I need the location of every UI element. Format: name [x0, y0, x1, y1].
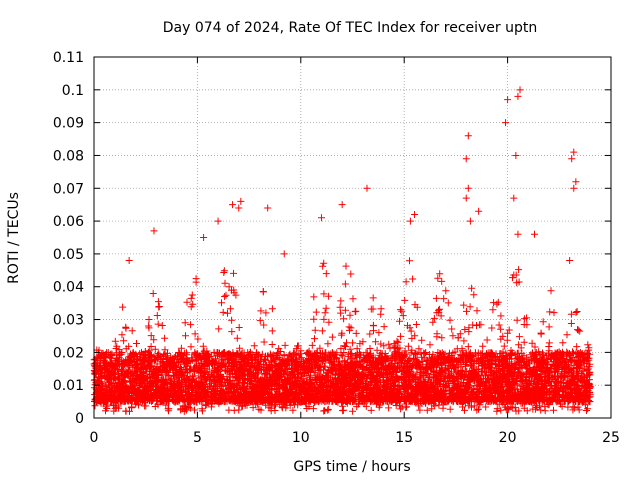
y-tick-label: 0.03: [53, 313, 84, 329]
x-axis-label: GPS time / hours: [293, 459, 410, 475]
y-tick-label: 0.09: [53, 116, 84, 132]
data-point-outlier: [317, 214, 325, 222]
data-point-outlier: [214, 217, 222, 225]
data-point-outlier: [510, 194, 518, 202]
data-point-outlier: [570, 148, 578, 156]
data-point-outlier: [502, 119, 510, 127]
y-tick-label: 0.07: [53, 181, 84, 197]
data-point-outlier: [406, 217, 414, 225]
data-point-outlier: [572, 178, 580, 186]
data-point-outlier: [570, 184, 578, 192]
plot-frame: [93, 56, 612, 419]
data-point-outlier: [516, 86, 524, 94]
data-point-outlier: [237, 197, 245, 205]
data-point-outlier: [464, 184, 472, 192]
x-tick-label: 0: [90, 430, 99, 446]
x-axis-ticks: 0 5 10 15 20 25: [90, 57, 620, 446]
y-tick-label: 0.04: [53, 280, 84, 296]
y-tick-label: 0: [75, 411, 84, 427]
x-tick-label: 20: [499, 430, 517, 446]
data-point-outlier: [229, 201, 237, 209]
data-point-outlier: [280, 250, 288, 258]
y-tick-label: 0.02: [53, 345, 84, 361]
data-point-outlier: [568, 155, 576, 163]
data-points: [90, 86, 594, 415]
chart-title: Day 074 of 2024, Rate Of TEC Index for r…: [163, 20, 538, 36]
data-point-outlier: [512, 151, 520, 159]
data-point-outlier: [566, 256, 574, 264]
data-point-outlier: [235, 204, 243, 212]
data-point-outlier: [466, 217, 474, 225]
x-tick-label: 15: [395, 430, 413, 446]
data-point-cloud: [90, 257, 594, 415]
data-point-outlier: [530, 230, 538, 238]
x-tick-label: 10: [292, 430, 310, 446]
data-point-outlier: [514, 230, 522, 238]
data-point-outlier: [363, 184, 371, 192]
y-axis-ticks: 0 0.01 0.02 0.03 0.04 0.05 0.06 0.07 0.08 0.09 0.1…: [53, 50, 611, 427]
y-tick-label: 0.11: [53, 50, 84, 66]
data-point-outlier: [264, 204, 272, 212]
data-point-outlier: [462, 155, 470, 163]
y-tick-label: 0.1: [62, 83, 84, 99]
y-axis-label: ROTI / TECUs: [6, 192, 22, 284]
data-point-outlier: [514, 92, 522, 100]
y-tick-label: 0.05: [53, 247, 84, 263]
data-point-outlier: [464, 132, 472, 140]
x-tick-label: 25: [602, 430, 620, 446]
data-point-outlier: [504, 96, 512, 104]
x-tick-label: 5: [193, 430, 202, 446]
data-point-outlier: [411, 211, 419, 219]
data-point-outlier: [150, 227, 158, 235]
data-point-outlier: [200, 234, 208, 241]
y-tick-label: 0.08: [53, 148, 84, 164]
data-point-outlier: [125, 256, 133, 264]
data-point-outlier: [462, 194, 470, 202]
data-point-outlier: [338, 201, 346, 209]
y-tick-label: 0.06: [53, 214, 84, 230]
data-point-outlier: [475, 207, 483, 215]
y-tick-label: 0.01: [53, 378, 84, 394]
